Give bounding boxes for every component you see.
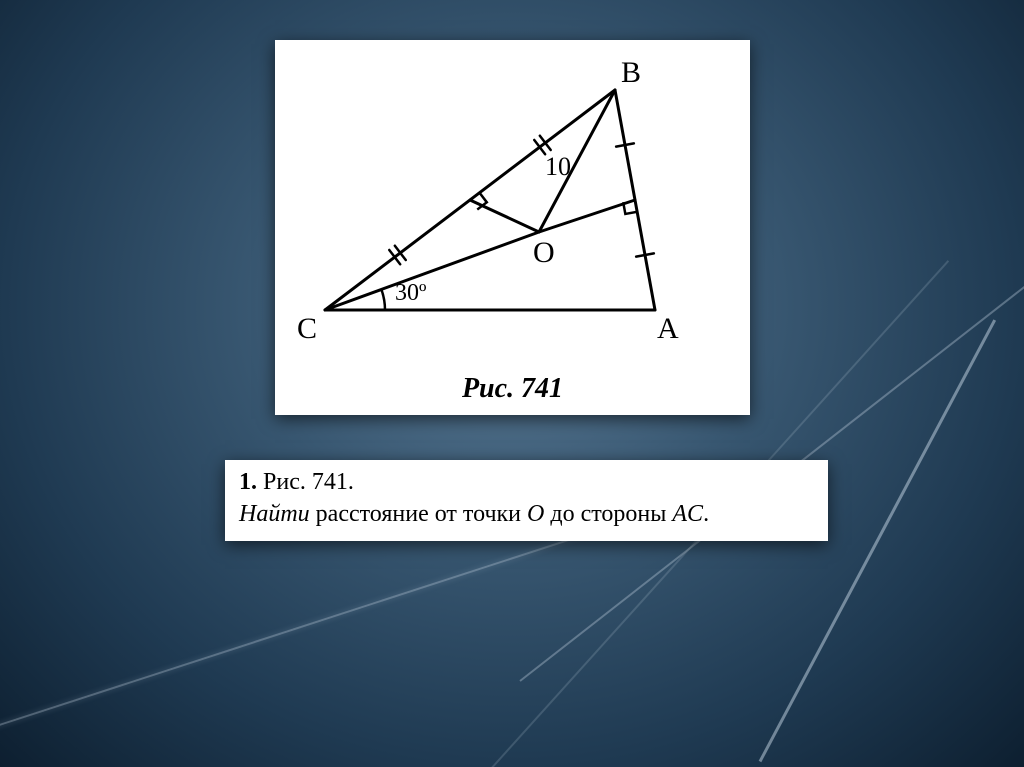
task-text-3: . bbox=[703, 501, 709, 527]
svg-text:B: B bbox=[621, 56, 641, 89]
triangle-diagram: C A B O 30º 10 bbox=[275, 40, 750, 375]
svg-text:O: O bbox=[533, 236, 555, 269]
task-ref-prefix: Рис. bbox=[263, 469, 312, 495]
figure-caption: Рис. 741 bbox=[275, 373, 750, 405]
svg-text:30º: 30º bbox=[395, 280, 427, 306]
task-text-2: до стороны bbox=[544, 501, 672, 527]
task-var-AC: AC bbox=[672, 501, 703, 527]
caption-prefix: Рис. bbox=[462, 373, 521, 404]
figure-card: C A B O 30º 10 Рис. 741 bbox=[275, 40, 750, 415]
task-var-O: O bbox=[527, 501, 544, 527]
task-number: 1. bbox=[239, 469, 257, 495]
task-ref-number: 741. bbox=[312, 469, 354, 495]
svg-text:C: C bbox=[297, 312, 317, 345]
slide-background: C A B O 30º 10 Рис. 741 1. Рис. 741. Найти ра… bbox=[0, 0, 1024, 767]
task-card: 1. Рис. 741. Найти расстояние от точки O… bbox=[225, 460, 828, 541]
task-find-word: Найти bbox=[239, 501, 310, 527]
caption-number: 741 bbox=[521, 373, 563, 404]
svg-text:10: 10 bbox=[545, 152, 571, 181]
svg-text:A: A bbox=[657, 312, 679, 345]
task-text-1: расстояние от точки bbox=[310, 501, 527, 527]
